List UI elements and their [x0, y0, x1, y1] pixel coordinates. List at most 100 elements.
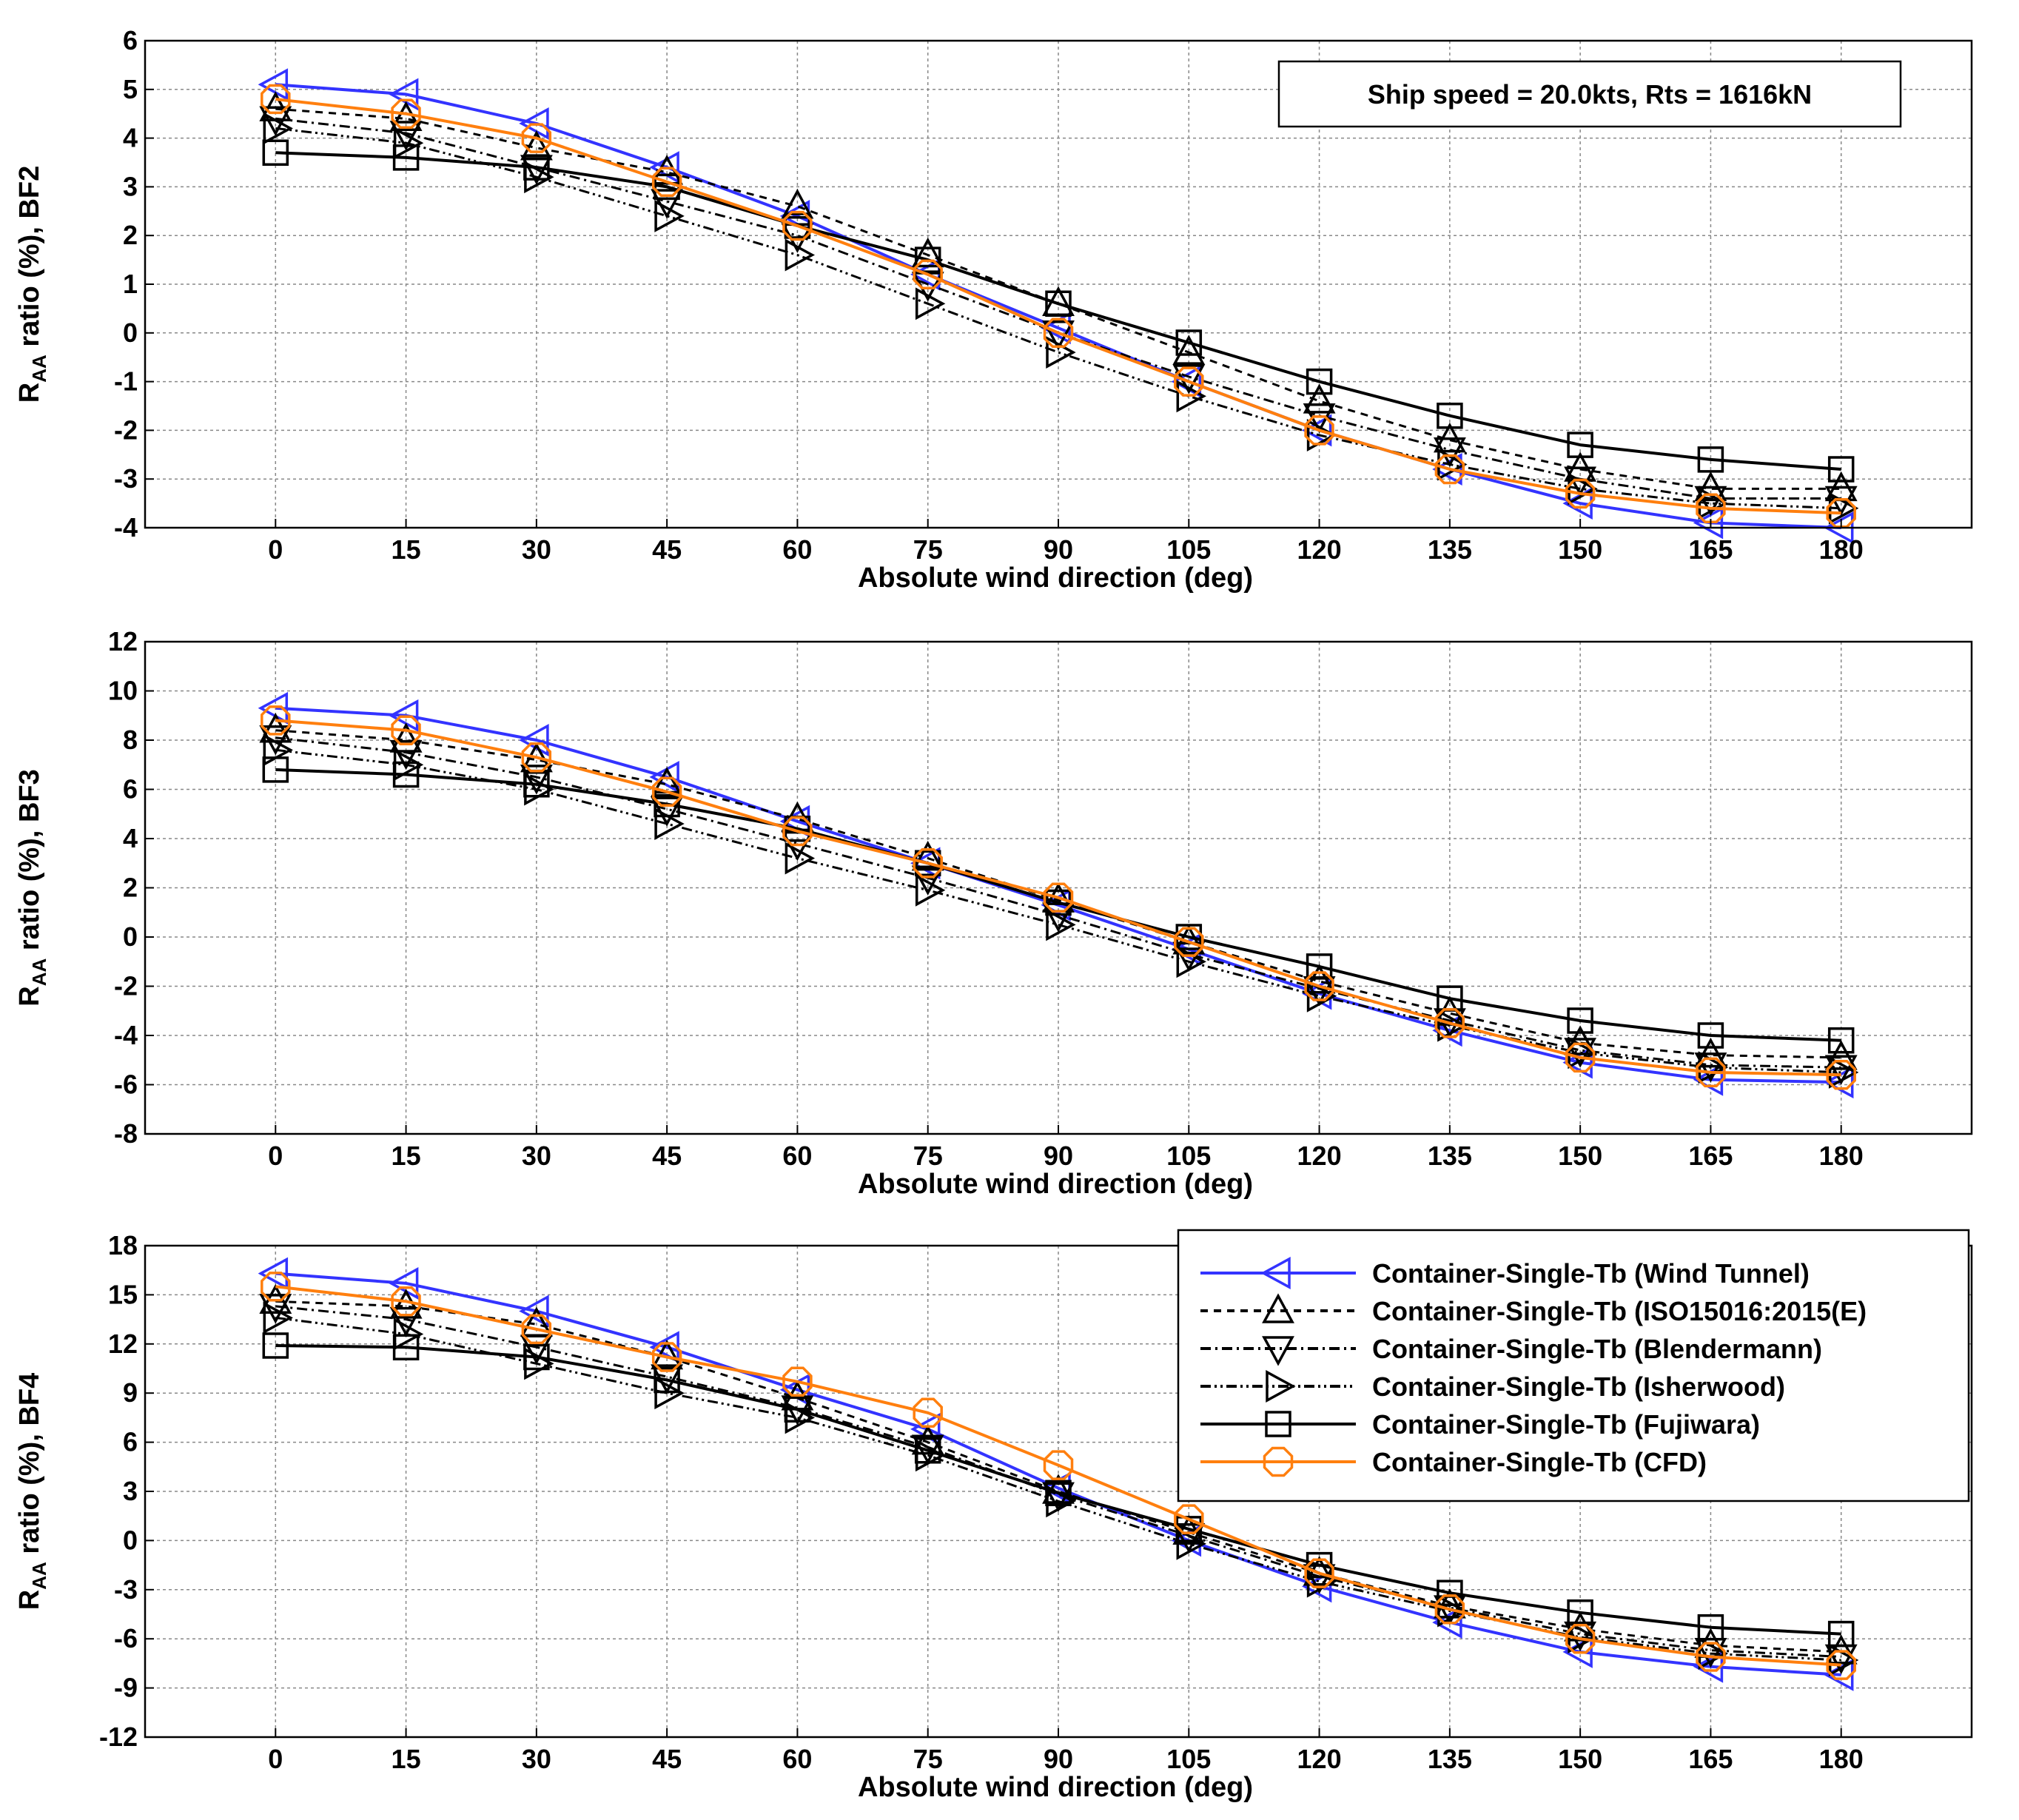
chart-panel-3: 0 15 30 45 60 75 90 105 120 135 150 165 180181512963…: [14, 1229, 1973, 1803]
x-tick-label: 90: [1044, 534, 1073, 565]
y-tick-label: 10: [108, 676, 138, 706]
y-axis-label: RAA ratio (%), BF4: [14, 1373, 50, 1610]
data-point: [1567, 1007, 1593, 1034]
data-point: [1172, 1523, 1206, 1554]
series-line: [275, 1316, 1841, 1662]
y-tick-label: 0: [123, 318, 138, 348]
data-point: [911, 237, 944, 268]
data-point: [782, 1366, 813, 1397]
x-tick-label: 60: [782, 1744, 812, 1774]
data-point: [1568, 1036, 1598, 1069]
data-point: [1174, 927, 1204, 957]
data-point: [258, 1257, 289, 1290]
series-line: [275, 107, 1841, 490]
x-tick-label: 180: [1819, 534, 1864, 565]
legend-marker: [1262, 1293, 1294, 1323]
data-point: [1693, 506, 1724, 540]
x-tick-label: 135: [1428, 534, 1472, 565]
x-tick-label: 45: [652, 534, 682, 565]
data-point: [1698, 487, 1729, 520]
data-point: [1824, 1634, 1858, 1665]
data-point: [389, 101, 423, 132]
legend: Container-Single-Tb (Wind Tunnel) Contain…: [1177, 1229, 1970, 1502]
y-tick-label: -3: [114, 463, 138, 494]
data-point: [258, 68, 289, 101]
data-point: [1043, 882, 1074, 913]
data-point: [521, 123, 552, 153]
data-point: [914, 850, 941, 877]
x-tick-label: 60: [782, 1141, 812, 1171]
legend-box: [1177, 1229, 1970, 1502]
x-tick-label: 30: [522, 1744, 551, 1774]
data-point: [1568, 472, 1598, 506]
y-tick-label: 9: [123, 1377, 138, 1408]
data-point: [1043, 1450, 1074, 1480]
y-tick-label: -4: [114, 512, 138, 543]
data-point: [782, 816, 813, 847]
x-tick-label: 120: [1297, 534, 1342, 565]
y-tick-label: 2: [123, 220, 138, 250]
y-tick-label: -6: [114, 1623, 138, 1653]
x-tick-label: 120: [1297, 1141, 1342, 1171]
data-point: [784, 1396, 811, 1423]
x-tick-label: 105: [1166, 1744, 1211, 1774]
x-tick-label: 165: [1688, 534, 1733, 565]
y-tick-label: 3: [123, 171, 138, 201]
data-point: [1043, 318, 1074, 349]
data-point: [262, 756, 289, 783]
data-point: [915, 287, 946, 320]
data-point: [1434, 1594, 1465, 1625]
data-point: [1174, 366, 1204, 397]
y-tick-label: 18: [108, 1230, 138, 1260]
y-tick-label: 3: [123, 1476, 138, 1506]
series-line: [275, 748, 1841, 1074]
data-point: [520, 130, 553, 161]
data-point: [1827, 1027, 1855, 1054]
data-point: [258, 691, 289, 725]
x-tick-label: 90: [1044, 1141, 1073, 1171]
x-tick-label: 150: [1558, 1141, 1602, 1171]
x-tick-label: 180: [1819, 1141, 1864, 1171]
y-tick-label: -6: [114, 1069, 138, 1100]
data-point: [523, 1343, 550, 1371]
data-point: [1696, 493, 1726, 523]
x-tick-label: 45: [652, 1744, 682, 1774]
x-axis-label: Absolute wind direction (deg): [858, 563, 1253, 594]
data-point: [389, 722, 423, 753]
data-point: [914, 246, 941, 273]
data-point: [1437, 985, 1463, 1012]
x-tick-label: 135: [1428, 1744, 1472, 1774]
series-5: [262, 139, 1855, 483]
data-point: [1304, 415, 1334, 446]
legend-label: Container-Single-Tb (CFD): [1372, 1447, 1707, 1477]
data-point: [389, 1289, 423, 1319]
data-point: [914, 1437, 941, 1464]
data-point: [1827, 456, 1855, 483]
data-point: [1434, 1008, 1465, 1038]
y-tick-label: -1: [114, 366, 138, 397]
y-tick-label: 0: [123, 921, 138, 952]
data-point: [1697, 1614, 1724, 1641]
data-point: [1567, 1599, 1593, 1626]
data-point: [913, 1397, 943, 1428]
series-line: [275, 719, 1841, 1077]
data-point: [261, 705, 291, 736]
data-point: [1301, 1570, 1332, 1603]
x-tick-label: 15: [392, 1744, 421, 1774]
data-point: [1567, 432, 1593, 458]
data-point: [1432, 1606, 1462, 1639]
legend-label: Container-Single-Tb (ISO15016:2015(E): [1372, 1296, 1867, 1326]
x-tick-label: 135: [1428, 1141, 1472, 1171]
data-point: [1565, 478, 1596, 509]
data-point: [392, 761, 420, 788]
legend-label: Container-Single-Tb (Blendermann): [1372, 1334, 1822, 1364]
data-point: [1826, 498, 1856, 528]
data-point: [1046, 908, 1076, 941]
data-point: [261, 1272, 291, 1302]
data-point: [1698, 1051, 1729, 1084]
data-point: [391, 1286, 421, 1317]
x-axis-label: Absolute wind direction (deg): [858, 1772, 1253, 1803]
data-point: [1828, 491, 1859, 525]
data-point: [391, 715, 421, 745]
